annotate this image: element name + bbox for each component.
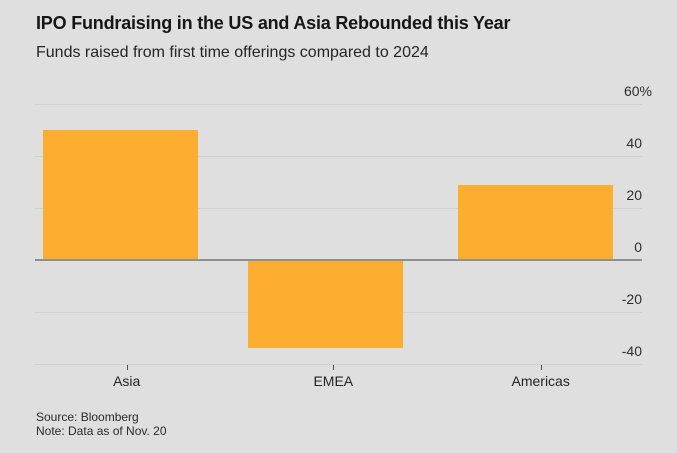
x-axis-label-emea: EMEA: [313, 373, 354, 389]
chart-title: IPO Fundraising in the US and Asia Rebou…: [36, 13, 511, 33]
gridline-20: [35, 207, 642, 209]
x-tick-emea: [333, 365, 335, 370]
y-axis-label--20: -20: [621, 291, 642, 307]
x-axis-label-americas: Americas: [511, 373, 570, 389]
chart-footer: Source: Bloomberg Note: Data as of Nov. …: [36, 410, 167, 438]
source-note: Source: Bloomberg: [36, 410, 139, 424]
x-axis-label-asia: Asia: [113, 373, 141, 389]
x-tick-americas: [540, 365, 542, 370]
bar-emea: [248, 260, 403, 349]
gridline-60: [35, 103, 642, 105]
bar-americas: [458, 184, 613, 260]
gridline-40: [35, 155, 642, 157]
y-axis-label-40: 40: [626, 135, 642, 151]
data-note: Note: Data as of Nov. 20: [36, 423, 167, 438]
y-axis-label-20: 20: [626, 187, 642, 203]
zero-baseline: [35, 259, 642, 261]
bar-asia: [43, 130, 198, 260]
y-axis-label-0: 0: [634, 239, 642, 255]
chart-subtitle: Funds raised from first time offerings c…: [36, 44, 429, 61]
x-tick-asia: [126, 365, 128, 370]
y-axis-label--40: -40: [621, 343, 642, 359]
y-axis-label-60: 60%: [623, 83, 652, 99]
gridline--40: [35, 363, 642, 365]
